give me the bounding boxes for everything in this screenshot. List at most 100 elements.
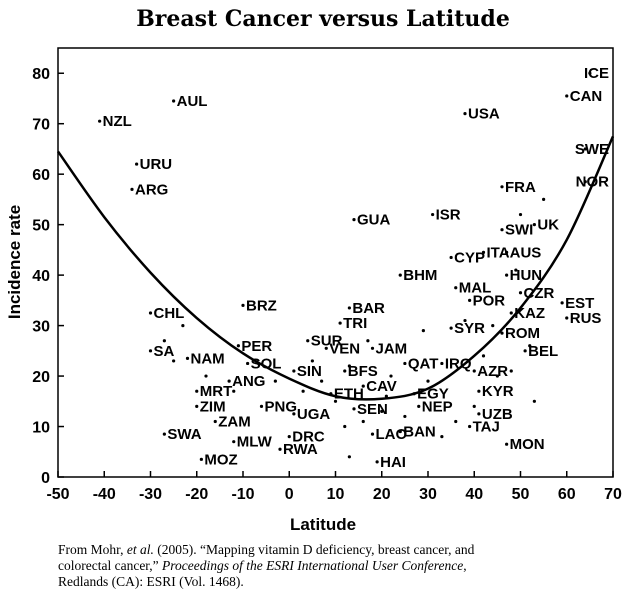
y-tick-label: 20 <box>32 369 50 386</box>
x-tick-label: -30 <box>139 486 162 503</box>
data-point <box>306 339 310 343</box>
point-label: ROM <box>505 325 540 342</box>
data-point <box>347 306 351 310</box>
data-point <box>347 455 351 459</box>
data-point <box>495 374 499 378</box>
data-point <box>518 291 523 295</box>
data-point <box>509 369 513 373</box>
data-point <box>398 273 402 277</box>
point-label: SWI <box>505 222 533 239</box>
data-point <box>449 255 453 260</box>
data-point <box>468 298 472 302</box>
data-point <box>195 404 199 408</box>
data-point <box>532 399 536 403</box>
data-point <box>500 185 504 189</box>
data-point <box>278 447 282 451</box>
data-point <box>329 392 333 396</box>
data-point <box>135 162 139 166</box>
point-label: MRT <box>200 383 233 400</box>
point-label: CHL <box>154 305 185 322</box>
point-label: NEP <box>422 398 453 415</box>
y-tick-label: 10 <box>32 420 50 437</box>
data-point <box>417 404 421 408</box>
data-point <box>463 112 467 116</box>
data-point <box>583 180 587 184</box>
point-label: IRQ <box>445 355 472 372</box>
y-tick-label: 30 <box>32 319 50 336</box>
point-label: QAT <box>408 355 439 372</box>
y-tick-label: 80 <box>32 66 50 83</box>
point-label: PER <box>241 338 272 355</box>
data-point <box>148 311 153 315</box>
data-point <box>481 354 486 358</box>
point-label: NZL <box>103 113 132 130</box>
x-tick-label: 70 <box>604 486 622 503</box>
data-point <box>449 326 453 330</box>
point-label: LAO <box>376 426 408 443</box>
y-tick-label: 0 <box>41 470 50 487</box>
data-point <box>380 409 384 413</box>
point-label: HUN <box>510 267 543 284</box>
point-label: MLW <box>237 434 273 451</box>
point-label: TAJ <box>473 419 500 436</box>
data-point <box>162 339 166 343</box>
data-point <box>343 424 347 429</box>
data-point <box>412 392 416 396</box>
data-point <box>421 329 425 333</box>
point-label: CZR <box>524 285 555 302</box>
data-point <box>361 419 365 424</box>
point-label: VEN <box>329 340 360 357</box>
y-axis: 0 10 20 30 40 50 60 70 80 <box>32 66 64 487</box>
data-point <box>352 407 356 411</box>
trend-curve <box>56 135 615 401</box>
caption-text: Redlands (CA): ESRI (Vol. 1468). <box>58 574 244 589</box>
point-label: ZIM <box>200 398 226 415</box>
point-label: URU <box>140 156 173 173</box>
point-label: SUR <box>311 333 343 350</box>
data-point <box>287 435 291 439</box>
x-tick-label: -20 <box>185 486 208 503</box>
data-point <box>292 369 296 373</box>
data-point <box>199 457 203 461</box>
data-point <box>389 374 393 378</box>
data-point <box>440 361 444 366</box>
data-point <box>403 414 407 419</box>
point-label: SWE <box>575 141 609 158</box>
caption-text: colorectal cancer,” <box>58 558 163 573</box>
data-point <box>532 223 536 227</box>
data-point <box>588 71 592 75</box>
x-axis: -50 -40 -30 -20 -10 0 10 20 30 40 50 60 70 <box>46 471 622 503</box>
data-point <box>333 399 338 403</box>
data-point <box>241 303 245 307</box>
data-point <box>505 250 509 255</box>
point-label: CAV <box>366 378 397 395</box>
caption-text: , <box>463 558 467 573</box>
data-point <box>514 268 518 272</box>
point-label: UZB <box>482 406 513 423</box>
data-point <box>236 344 240 348</box>
point-label: USA <box>468 106 500 123</box>
x-tick-label: -50 <box>46 486 69 503</box>
data-point <box>347 364 351 368</box>
point-label: BAN <box>403 424 436 441</box>
point-label: POR <box>473 292 506 309</box>
data-point <box>500 228 504 232</box>
point-label: ISR <box>436 207 461 224</box>
point-label: CYP <box>454 249 485 266</box>
point-label: ARG <box>135 181 168 198</box>
data-point <box>232 440 236 444</box>
x-tick-label: 60 <box>558 486 576 503</box>
point-label: BEL <box>528 343 558 360</box>
y-axis-label: Incidence rate <box>5 205 24 319</box>
data-point <box>246 361 250 366</box>
data-point <box>454 419 458 424</box>
point-label: ICE <box>584 65 609 82</box>
data-point <box>292 412 296 416</box>
point-label: RUS <box>570 310 602 327</box>
data-point <box>440 435 444 439</box>
point-label: SYR <box>454 320 485 337</box>
y-tick-label: 40 <box>32 268 50 285</box>
data-point <box>338 321 342 325</box>
data-point <box>172 359 176 363</box>
point-label: KYR <box>482 383 514 400</box>
